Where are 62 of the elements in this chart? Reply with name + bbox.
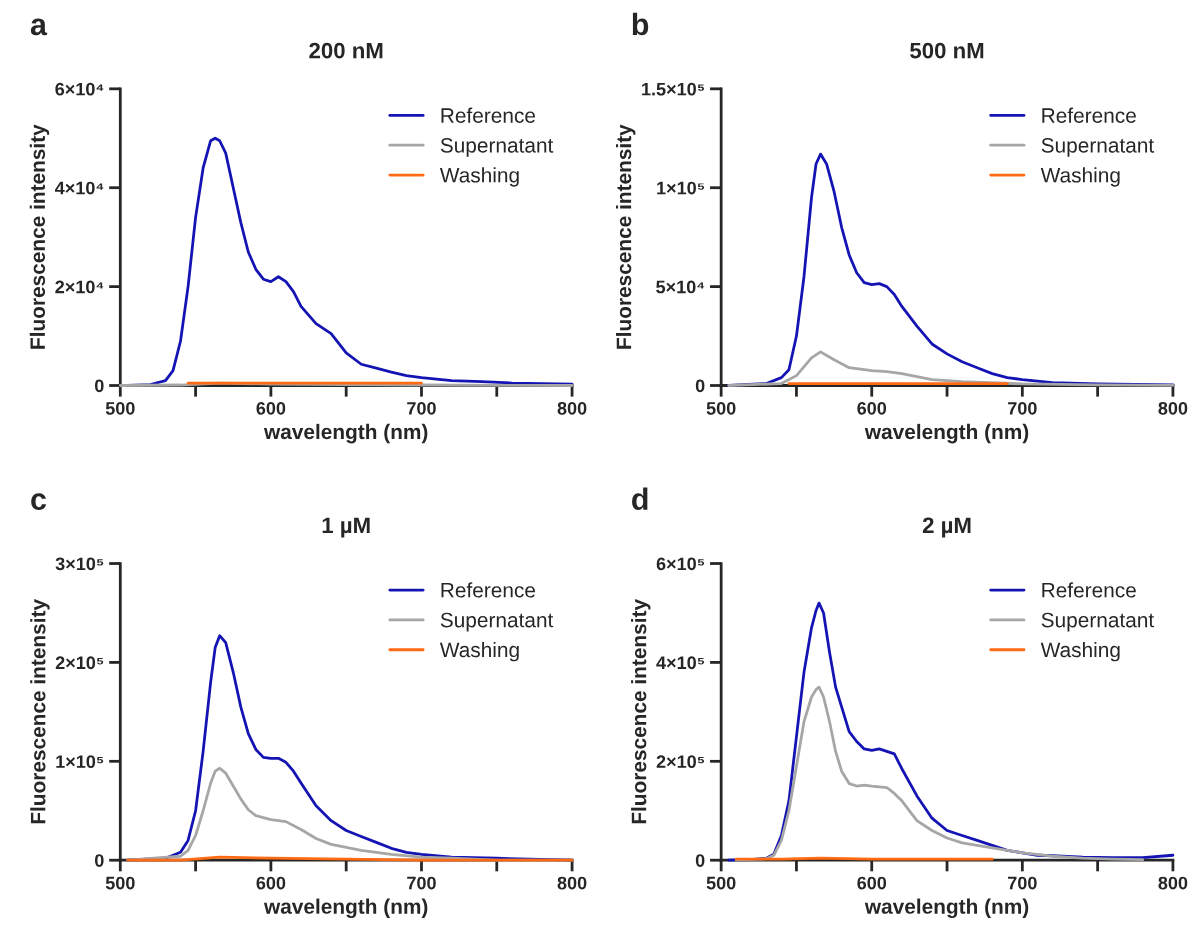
chart-title: 1 µM [322,517,370,538]
legend-label: Washing [439,641,519,662]
y-tick-label: 4×10⁴ [55,181,104,195]
x-tick-label: 800 [557,876,587,890]
y-tick-label: 0 [695,854,705,867]
y-tick-label: 1.5×10⁵ [642,82,705,96]
y-tick-label: 2×10⁵ [55,656,104,670]
x-tick-label: 500 [105,876,135,890]
legend-label: Supernatant [1041,612,1155,632]
y-tick-label: 0 [695,379,705,393]
x-tick-label: 600 [256,401,286,415]
y-axis-title: Fluorescence intensity [30,599,50,824]
x-tick-label: 500 [706,876,736,890]
legend-label: Reference [441,107,536,123]
legend-label: Supernatant [1041,137,1155,157]
legend-label: Reference [441,582,536,598]
x-tick-label: 600 [857,401,887,415]
text: a [30,18,48,36]
y-tick-label: 6×10⁴ [55,82,104,96]
x-tick-label: 800 [557,401,587,415]
x-tick-label: 600 [857,876,887,890]
y-tick-label: 6×10⁵ [656,557,705,571]
y-tick-label: 2×10⁵ [656,755,705,769]
y-tick-label: 1×10⁵ [56,755,104,769]
x-tick-label: 700 [407,876,436,890]
x-tick-label: 700 [407,401,436,415]
x-axis-title: wavelength (nm) [263,898,428,919]
chart-title: 2 µM [922,517,971,538]
x-tick-label: 700 [1008,401,1037,415]
text: c [31,493,47,511]
line-series [727,350,1175,387]
y-tick-label: 4×10⁵ [656,656,705,670]
y-axis-title: Fluorescence intensity [631,599,651,824]
y-tick-label: 0 [95,854,104,867]
x-axis-title: wavelength (nm) [864,423,1029,444]
y-tick-label: 0 [95,379,104,393]
legend-label: Supernatant [440,137,554,157]
x-tick-label: 800 [1158,401,1188,415]
x-tick-label: 800 [1158,876,1188,890]
text: b [632,12,649,36]
line-series [734,685,1145,862]
x-axis-title: wavelength (nm) [864,898,1029,919]
legend-label: Reference [1042,107,1136,123]
legend-label: Washing [1040,641,1120,662]
x-tick-label: 600 [256,876,286,890]
legend-label: Supernatant [440,612,554,632]
legend-label: Washing [1040,167,1120,187]
chart-title: 200 nM [309,42,383,59]
legend-label: Washing [439,167,519,187]
legend-label: Reference [1042,582,1136,598]
y-tick-label: 5×10⁴ [656,280,705,294]
y-axis-title: Fluorescence intensity [616,124,636,349]
text: d [632,487,648,511]
x-tick-label: 500 [706,401,736,415]
y-axis-title: Fluorescence intensity [29,124,50,349]
x-tick-label: 500 [105,401,135,415]
x-axis-title: wavelength (nm) [263,423,428,444]
y-tick-label: 3×10⁵ [55,557,104,571]
chart-title: 500 nM [910,42,984,59]
y-tick-label: 1×10⁵ [657,181,705,195]
x-tick-label: 700 [1008,876,1037,890]
y-tick-label: 2×10⁴ [55,280,104,294]
